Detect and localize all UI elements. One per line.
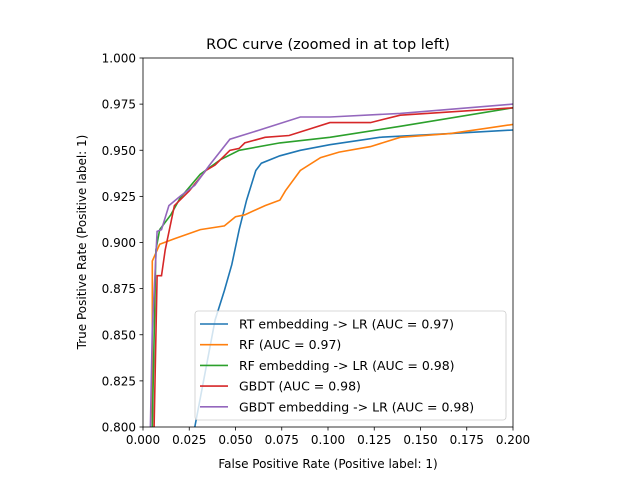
x-tick-label: 0.000 [126,433,160,447]
y-tick-label: 0.925 [102,190,136,204]
y-tick-label: 0.825 [102,374,136,388]
legend-label: RF embedding -> LR (AUC = 0.98) [239,358,455,373]
y-tick-label: 0.850 [102,328,136,342]
series-line-4 [149,103,513,427]
legend-label: RF (AUC = 0.97) [239,337,341,352]
series-line-1 [151,123,513,427]
x-tick-label: 0.175 [450,433,484,447]
x-tick-label: 0.050 [218,433,252,447]
x-axis-label: False Positive Rate (Positive label: 1) [218,457,437,471]
y-tick-label: 0.875 [102,282,136,296]
legend-label: GBDT (AUC = 0.98) [239,379,361,394]
legend-label: RT embedding -> LR (AUC = 0.97) [239,317,454,332]
series-line-3 [153,107,513,427]
x-tick-label: 0.100 [311,433,345,447]
y-tick-label: 0.975 [102,98,136,112]
plot-frame [142,57,514,428]
y-tick-label: 0.900 [102,236,136,250]
x-tick-label: 0.125 [357,433,391,447]
y-tick-label: 0.800 [102,421,136,435]
x-tick-label: 0.150 [403,433,437,447]
x-tick-label: 0.200 [496,433,530,447]
legend: RT embedding -> LR (AUC = 0.97) RF (AUC =… [194,310,507,421]
legend-box [194,310,507,421]
x-tick-label: 0.075 [265,433,299,447]
y-tick-label: 0.950 [102,144,136,158]
x-tick-label: 0.025 [172,433,206,447]
series-line-0 [194,129,513,427]
y-tick-label: 1.000 [102,52,136,66]
y-axis-label: True Positive Rate (Positive label: 1) [75,135,89,351]
chart-title: ROC curve (zoomed in at top left) [206,37,450,53]
legend-label: GBDT embedding -> LR (AUC = 0.98) [239,399,474,414]
